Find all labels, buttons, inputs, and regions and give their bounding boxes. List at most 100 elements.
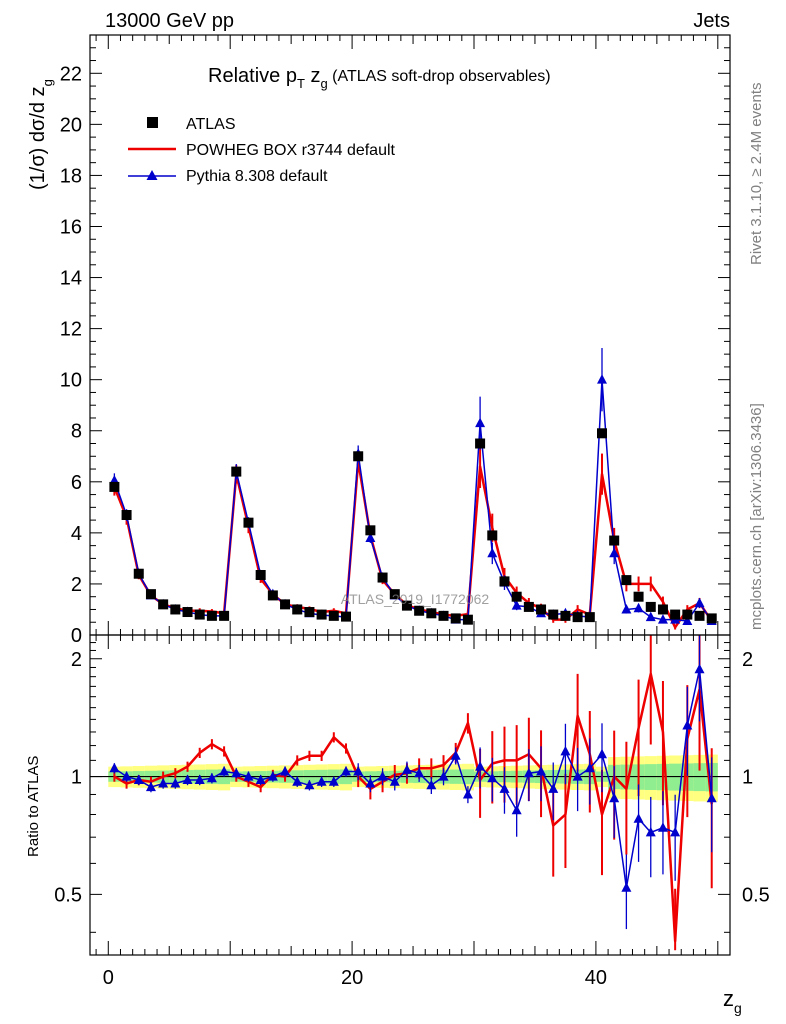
pythia-ratio-point-35 [536, 766, 547, 776]
pythia-ratio-point-42 [621, 882, 632, 892]
pythia-ratio-point-46 [670, 826, 681, 837]
atlas-point-30 [475, 438, 486, 449]
atlas-point-39 [584, 612, 595, 623]
mcplots-label: mcplots.cern.ch [arXiv:1306.3436] [748, 403, 765, 630]
header-right: Jets [693, 10, 730, 32]
atlas-point-4 [158, 599, 169, 610]
pythia-ratio-point-24 [401, 764, 412, 774]
ratio-tick-label-right-0.5: 0.5 [742, 884, 770, 906]
legend-marker-pythia [146, 170, 158, 180]
y-tick-label-8: 8 [71, 421, 82, 443]
powheg-ratio-line [113, 672, 713, 943]
pythia-ratio-point-37 [560, 745, 571, 756]
pythia-ratio-point-0 [109, 762, 120, 773]
pythia-ratio-point-25 [414, 767, 425, 778]
pythia-point-48 [694, 597, 705, 608]
pythia-ratio-point-43 [633, 813, 644, 823]
atlas-point-27 [438, 610, 449, 621]
pythia-ratio-point-27 [438, 771, 449, 781]
pythia-ratio-point-16 [304, 779, 315, 790]
pythia-ratio-point-44 [645, 826, 656, 837]
atlas-point-14 [280, 599, 291, 610]
pythia-ratio-point-19 [341, 766, 351, 776]
atlas-point-33 [511, 591, 522, 602]
ratio-frame [89, 634, 731, 956]
atlas-point-8 [206, 610, 217, 621]
ratio-y-axis-label: Ratio to ATLAS [25, 756, 42, 857]
atlas-point-34 [523, 601, 534, 612]
y-tick-label-10: 10 [60, 370, 82, 392]
pythia-point-31 [487, 547, 498, 558]
pythia-point-44 [645, 611, 656, 622]
atlas-point-24 [401, 600, 412, 611]
pythia-ratio-point-4 [158, 778, 169, 788]
legend-label-pythia: Pythia 8.308 default [186, 168, 328, 185]
ratio-tick-label-left-2: 2 [71, 649, 82, 671]
x-axis-label: zg [723, 986, 742, 1016]
pythia-ratio-point-13 [267, 771, 278, 781]
pythia-ratio-point-10 [231, 767, 242, 778]
atlas-point-21 [365, 525, 376, 536]
ratio-tick-label-left-1: 1 [71, 767, 82, 789]
pythia-ratio-point-21 [365, 778, 376, 788]
pythia-ratio-point-7 [194, 774, 205, 784]
pythia-ratio-point-14 [280, 766, 291, 776]
atlas-point-47 [682, 609, 693, 620]
atlas-point-25 [414, 605, 425, 616]
x-tick-label-20: 20 [341, 967, 363, 989]
y-axis-label: (1/σ) dσ/d zg [27, 79, 55, 190]
pythia-ratio-point-39 [584, 762, 595, 773]
atlas-point-35 [536, 604, 547, 615]
atlas-point-15 [292, 604, 303, 615]
atlas-point-1 [121, 510, 132, 520]
ratio-tick-label-right-2: 2 [742, 649, 753, 671]
atlas-point-18 [328, 610, 339, 621]
y-tick-label-16: 16 [60, 216, 82, 238]
pythia-ratio-point-26 [426, 779, 437, 790]
atlas-point-6 [182, 607, 193, 618]
y-tick-label-18: 18 [60, 165, 82, 187]
pythia-ratio-point-2 [133, 774, 144, 784]
pythia-ratio-point-12 [255, 774, 266, 784]
pythia-point-21 [365, 532, 376, 542]
pythia-ratio-point-6 [182, 774, 193, 784]
atlas-point-0 [109, 481, 120, 492]
pythia-point-30 [475, 417, 486, 428]
atlas-point-12 [255, 570, 266, 580]
y-tick-label-20: 20 [60, 114, 82, 136]
atlas-point-48 [694, 610, 705, 621]
pythia-ratio-point-34 [523, 767, 534, 778]
atlas-point-31 [487, 530, 498, 541]
y-tick-label-2: 2 [71, 574, 82, 596]
pythia-ratio-point-17 [316, 776, 327, 786]
atlas-point-42 [621, 575, 632, 586]
y-tick-label-4: 4 [71, 523, 82, 545]
pythia-ratio-point-20 [353, 766, 364, 776]
x-tick-label-0: 0 [103, 967, 114, 989]
pythia-ratio-point-49 [706, 792, 717, 803]
atlas-point-44 [645, 601, 656, 612]
atlas-point-16 [304, 607, 315, 618]
pythia-ratio-point-48 [694, 663, 705, 674]
atlas-point-2 [133, 568, 144, 579]
pythia-ratio-point-22 [377, 771, 388, 781]
atlas-point-49 [706, 613, 717, 624]
y-tick-label-0: 0 [71, 625, 82, 647]
atlas-point-11 [243, 517, 254, 528]
pythia-ratio-point-9 [219, 766, 230, 776]
y-tick-label-14: 14 [60, 268, 82, 290]
pythia-ratio-point-3 [145, 781, 156, 792]
atlas-point-26 [426, 608, 437, 619]
atlas-point-22 [377, 572, 388, 583]
pythia-ratio-point-18 [328, 776, 339, 786]
pythia-point-43 [633, 602, 644, 613]
header-left: 13000 GeV pp [105, 10, 234, 32]
atlas-point-23 [389, 589, 400, 600]
ratio-tick-label-right-1: 1 [742, 767, 753, 789]
pythia-ratio-point-11 [243, 771, 254, 781]
pythia-ratio-point-32 [499, 783, 510, 793]
pythia-ratio-point-41 [609, 792, 620, 803]
pythia-point-41 [609, 547, 620, 558]
atlas-point-3 [145, 589, 156, 600]
